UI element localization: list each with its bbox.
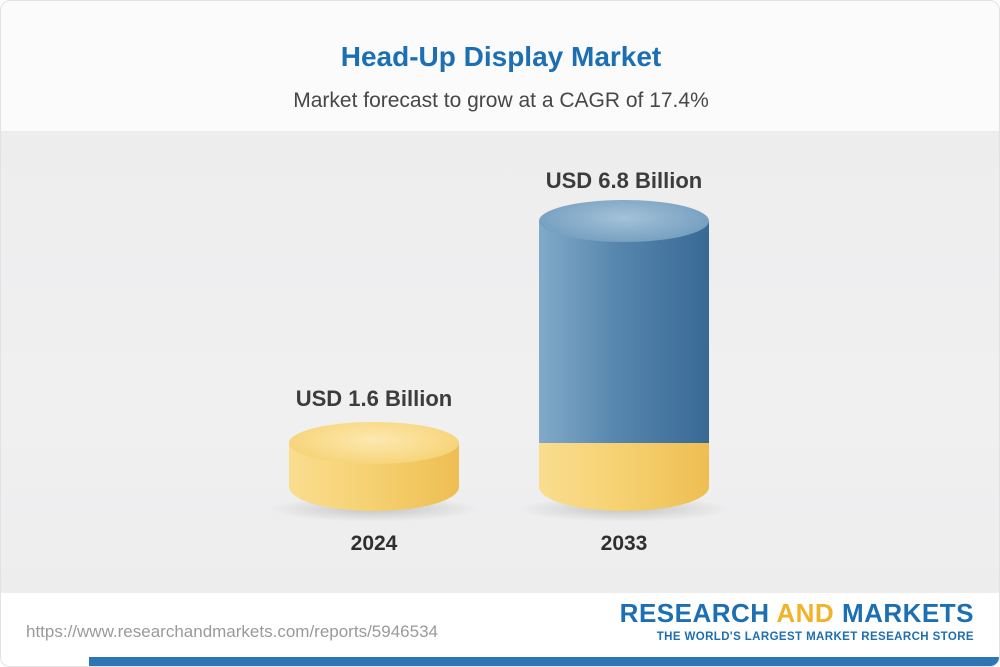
bar-2033-stack	[539, 221, 709, 511]
page-subtitle: Market forecast to grow at a CAGR of 17.…	[293, 89, 709, 112]
value-label-2024: USD 1.6 Billion	[295, 386, 453, 411]
x-axis-label-2033: 2033	[600, 532, 648, 555]
bar-2024-top-ellipse	[289, 422, 459, 464]
bottom-accent-stripe	[89, 657, 999, 666]
research-and-markets-logo: RESEARCH AND MARKETS THE WORLD'S LARGEST…	[620, 598, 974, 643]
bar-2033-base-segment	[539, 443, 709, 511]
bar-2033-top-segment	[539, 221, 709, 443]
bar-2033-top-ellipse	[539, 200, 709, 242]
chart-area	[1, 131, 999, 593]
report-url-link[interactable]: https://www.researchandmarkets.com/repor…	[26, 622, 438, 641]
logo-wordmark: RESEARCH AND MARKETS	[620, 598, 974, 629]
bar-2033	[517, 200, 731, 522]
value-label-2033: USD 6.8 Billion	[545, 168, 703, 193]
logo-word-markets: MARKETS	[841, 598, 974, 628]
x-axis-label-2024: 2024	[350, 532, 398, 555]
page-title: Head-Up Display Market	[340, 41, 662, 72]
logo-tagline: THE WORLD'S LARGEST MARKET RESEARCH STOR…	[656, 631, 974, 643]
bar-2024	[267, 422, 481, 522]
footer-area	[1, 593, 999, 666]
logo-word-and: AND	[776, 598, 835, 628]
logo-word-research: RESEARCH	[619, 598, 770, 628]
